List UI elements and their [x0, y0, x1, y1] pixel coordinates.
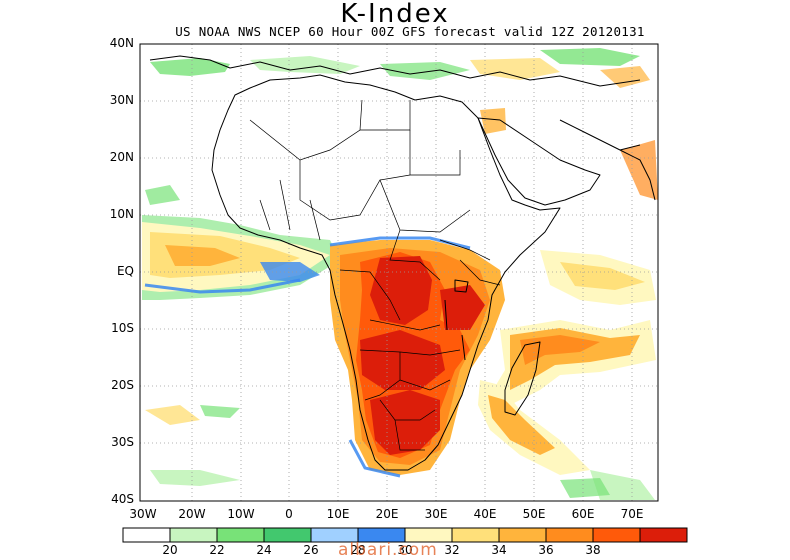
field-africa-core: [330, 240, 505, 475]
lon-label-30e: 30E: [424, 507, 448, 521]
india-coastline: [619, 149, 656, 201]
legend-label-20: 20: [162, 543, 178, 557]
lat-label-10s: 10S: [111, 321, 134, 335]
legend-swatch: [263, 527, 312, 543]
lon-label-10w: 10W: [227, 507, 255, 521]
lat-label-40s: 40S: [111, 492, 134, 506]
lake-malawi: [461, 334, 466, 361]
lon-label-10e: 10E: [326, 507, 350, 521]
field-atlantic-band: [142, 215, 340, 300]
graticule: [140, 44, 658, 501]
lon-label-60e: 60E: [571, 507, 595, 521]
lon-label-30w: 30W: [129, 507, 157, 521]
persian-gulf: [559, 119, 641, 151]
africa-coastline: [211, 74, 561, 471]
legend-label-30: 30: [397, 543, 413, 557]
arabia-coastline: [477, 117, 601, 206]
lat-label-30n: 30N: [109, 93, 134, 107]
legend-label-26: 26: [303, 543, 319, 557]
legend-swatch: [498, 527, 547, 543]
lon-label-0: 0: [285, 507, 293, 521]
lon-label-20w: 20W: [178, 507, 206, 521]
legend-label-32: 32: [444, 543, 460, 557]
map-title: K-Index: [340, 0, 450, 29]
field-north-bands: [145, 48, 658, 205]
legend-swatch: [216, 527, 265, 543]
europe-coastline: [149, 55, 641, 87]
lat-label-40n: 40N: [109, 36, 134, 50]
lat-label-eq: EQ: [116, 264, 134, 278]
legend-swatch: [545, 527, 594, 543]
lake-tanganyika: [444, 299, 448, 331]
lat-label-30s: 30S: [111, 435, 134, 449]
legend-swatch: [169, 527, 218, 543]
coastlines: [149, 55, 656, 471]
lon-label-70e: 70E: [620, 507, 644, 521]
country-borders: [249, 99, 501, 451]
lat-label-20n: 20N: [109, 150, 134, 164]
madagascar-coastline: [504, 341, 541, 416]
legend-label-22: 22: [209, 543, 225, 557]
legend-label-38: 38: [585, 543, 601, 557]
legend-label-28: 28: [350, 543, 366, 557]
lat-label-10n: 10N: [109, 207, 134, 221]
legend-label-34: 34: [491, 543, 507, 557]
watermark: albari.com: [338, 540, 438, 560]
map-frame: [139, 43, 659, 502]
legend-swatch: [451, 527, 500, 543]
field-indian-ocean: [145, 250, 656, 500]
lon-label-40e: 40E: [473, 507, 497, 521]
map-subtitle: US NOAA NWS NCEP 60 Hour 00Z GFS forecas…: [175, 24, 645, 39]
legend-swatch: [592, 527, 641, 543]
lat-label-20s: 20S: [111, 378, 134, 392]
lon-label-20e: 20E: [375, 507, 399, 521]
lake-victoria: [454, 279, 469, 293]
lon-label-50e: 50E: [522, 507, 546, 521]
legend-label-36: 36: [538, 543, 554, 557]
legend-swatch: [122, 527, 171, 543]
legend-swatch: [639, 527, 688, 543]
legend-label-24: 24: [256, 543, 272, 557]
